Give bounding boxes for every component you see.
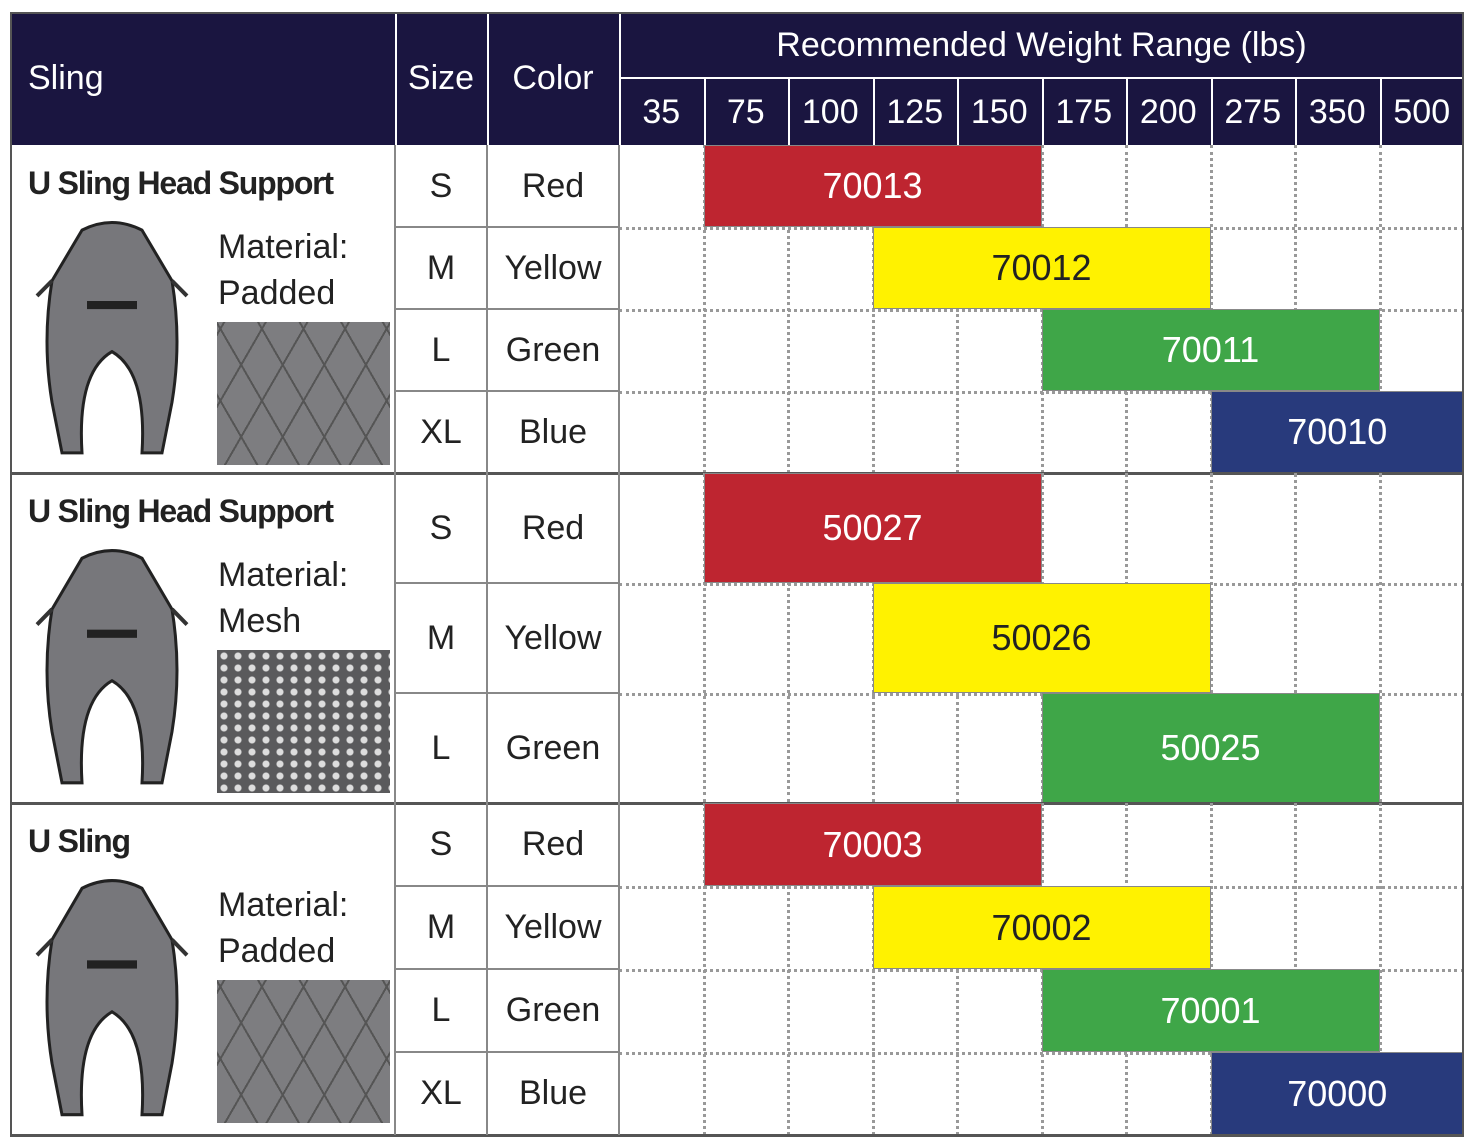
- color-cell: Blue: [518, 412, 588, 451]
- row-line: [395, 692, 619, 694]
- size-cell: M: [426, 248, 456, 287]
- size-cell: S: [429, 825, 453, 863]
- weight-label: 100: [801, 92, 859, 131]
- header-color: Color: [512, 59, 594, 97]
- header-weight-range: Recommended Weight Range (lbs): [776, 25, 1307, 64]
- sling-image: [32, 878, 192, 1125]
- row-line: [395, 1051, 619, 1053]
- material-label: Material:: [218, 227, 349, 266]
- weight-label: 125: [886, 92, 944, 131]
- row-line: [395, 968, 619, 970]
- grid-dots: [702, 473, 706, 803]
- size-cell: M: [426, 618, 456, 657]
- weight-label: 35: [642, 92, 681, 131]
- color-cell: Green: [505, 330, 601, 369]
- row-line: [395, 308, 619, 310]
- header-divider: [1041, 79, 1044, 145]
- size-cell: S: [429, 508, 453, 547]
- grid-dots: [1378, 473, 1382, 803]
- grid-dots: [1294, 473, 1297, 803]
- weight-bar: 70010: [1210, 391, 1464, 473]
- table-border: [10, 12, 1464, 1137]
- row-line: [395, 226, 619, 228]
- grid-dots: [787, 473, 790, 803]
- column-line: [394, 145, 396, 1135]
- header-divider: [619, 12, 621, 145]
- weight-bar: 70011: [1041, 309, 1380, 391]
- size-cell: XL: [420, 412, 462, 451]
- material-value: Padded: [218, 931, 336, 970]
- size-cell: M: [426, 908, 456, 946]
- size-cell: S: [429, 166, 453, 205]
- sling-drawing: [35, 221, 189, 455]
- material-swatch: [217, 980, 390, 1123]
- row-line: [395, 885, 619, 887]
- grid-dots: [619, 1052, 1464, 1055]
- material-value: Padded: [218, 273, 336, 312]
- weight-label: 150: [970, 92, 1028, 131]
- color-cell: Yellow: [504, 248, 602, 287]
- header-sling: Sling: [28, 59, 104, 97]
- sling-drawing: [35, 879, 189, 1117]
- sling-image: [32, 548, 192, 793]
- weight-bar: 70002: [872, 886, 1211, 969]
- header-divider: [703, 79, 706, 145]
- header-divider: [1295, 79, 1297, 145]
- header-divider: [872, 79, 875, 145]
- weight-bar: 70003: [703, 803, 1042, 886]
- group-title: U Sling: [28, 822, 131, 859]
- size-cell: L: [431, 991, 451, 1029]
- weight-label: 200: [1139, 92, 1197, 131]
- size-cell: L: [431, 728, 451, 767]
- weight-bar: 70013: [703, 145, 1042, 227]
- group-title: U Sling Head Support: [28, 492, 334, 529]
- material-swatch: [217, 650, 390, 793]
- weight-label: 75: [726, 92, 765, 131]
- header-divider: [487, 12, 489, 145]
- weight-bar: 70001: [1041, 969, 1380, 1052]
- size-cell: XL: [420, 1074, 462, 1112]
- sling-drawing: [35, 549, 189, 785]
- header-divider: [395, 12, 397, 145]
- grid-dots: [619, 391, 1464, 394]
- material-label: Material:: [218, 885, 349, 924]
- header-divider: [1210, 79, 1213, 145]
- weight-bar: 70000: [1210, 1052, 1464, 1135]
- weight-label: 350: [1308, 92, 1366, 131]
- header-size: Size: [407, 59, 475, 97]
- weight-bar: 70012: [872, 227, 1211, 309]
- size-cell: L: [431, 330, 451, 369]
- material-value: Mesh: [218, 601, 302, 640]
- color-cell: Red: [521, 508, 585, 547]
- weight-label: 500: [1393, 92, 1451, 131]
- column-line: [486, 145, 488, 1135]
- grid-dots: [1209, 473, 1213, 803]
- weight-label: 175: [1055, 92, 1113, 131]
- header-divider: [788, 79, 790, 145]
- weight-bar: 50027: [703, 473, 1042, 583]
- weight-label: 275: [1224, 92, 1282, 131]
- color-cell: Blue: [518, 1074, 588, 1112]
- group-title: U Sling Head Support: [28, 164, 334, 201]
- color-cell: Green: [505, 728, 601, 767]
- color-cell: Yellow: [504, 908, 602, 946]
- sling-image: [32, 220, 192, 463]
- column-line: [618, 145, 620, 1135]
- weight-bar: 50025: [1041, 693, 1380, 803]
- row-line: [395, 390, 619, 392]
- header-divider: [957, 79, 959, 145]
- color-cell: Red: [521, 166, 585, 205]
- header-divider: [1126, 79, 1128, 145]
- color-cell: Green: [505, 991, 601, 1029]
- color-cell: Red: [521, 825, 585, 863]
- header-divider: [619, 77, 1464, 79]
- color-cell: Yellow: [504, 618, 602, 657]
- material-label: Material:: [218, 555, 349, 594]
- header-divider: [1379, 79, 1382, 145]
- weight-bar: 50026: [872, 583, 1211, 693]
- material-swatch: [217, 322, 390, 465]
- row-line: [395, 582, 619, 584]
